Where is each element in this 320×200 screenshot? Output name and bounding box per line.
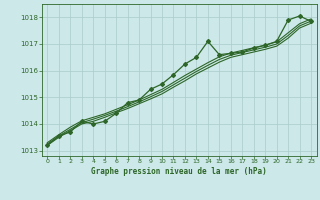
- X-axis label: Graphe pression niveau de la mer (hPa): Graphe pression niveau de la mer (hPa): [91, 167, 267, 176]
